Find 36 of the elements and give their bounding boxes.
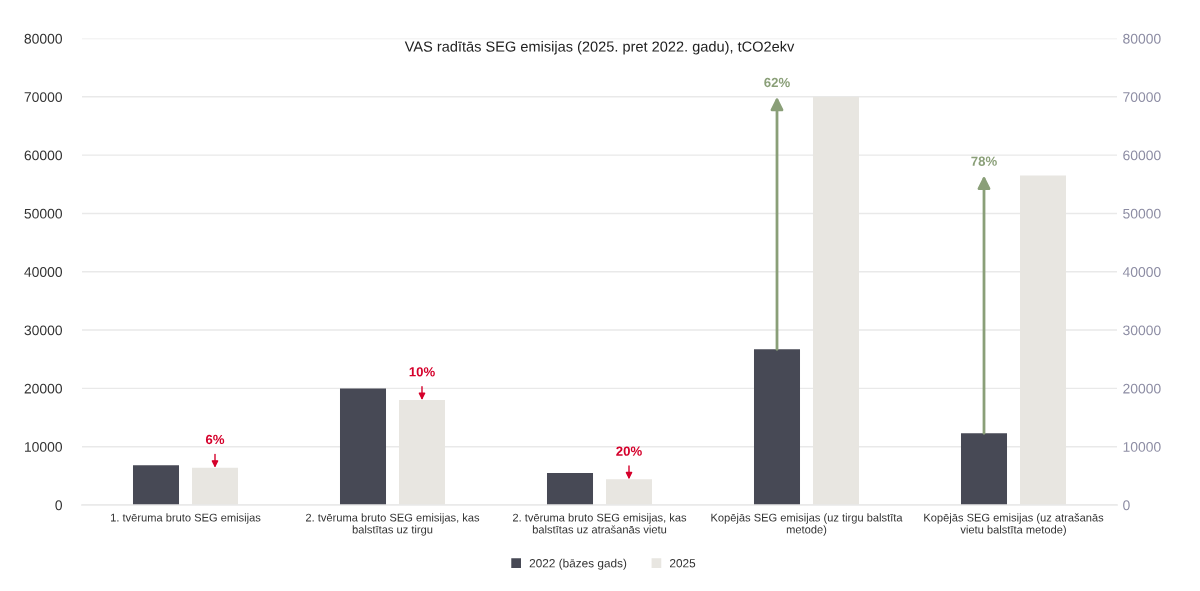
bar — [960, 433, 1008, 505]
y2-tick-label: 10000 — [1123, 442, 1161, 452]
bar — [339, 388, 387, 505]
annotation: 62% — [764, 77, 790, 88]
x-tick-label: 1. tvēruma bruto SEG emisijas — [111, 513, 261, 524]
y-tick-label: 40000 — [24, 267, 63, 277]
legend-label: 2022 (bāzes gads) — [529, 558, 627, 570]
y2-tick-label: 50000 — [1123, 208, 1161, 219]
x-tick-label: 2. tvēruma bruto SEG emisijas, kas balstītas uz tirgu — [305, 513, 480, 536]
x-tick-label: 2. tvēruma bruto SEG emisijas, kas balstītas uz atrašanās vietu — [512, 513, 687, 534]
y-tick-label: 30000 — [24, 325, 63, 336]
y-tick-label: 20000 — [24, 383, 63, 394]
chart-title: VAS radītās SEG emisijas (2025. pret 2022. gadu), tCO2ekv — [404, 40, 795, 55]
x-tick-label: Kopējās SEG emisijas (uz atrašanās vietu balstīta metode) — [924, 513, 1104, 536]
y-tick-label: 50000 — [24, 208, 63, 219]
annotation: 20% — [616, 446, 642, 456]
bar — [753, 349, 801, 505]
y2-tick-label: 30000 — [1123, 325, 1161, 336]
annotation: 10% — [409, 367, 435, 377]
bar — [546, 472, 594, 505]
y2-tick-label: 0 — [1123, 500, 1130, 511]
y2-tick-label: 80000 — [1123, 33, 1161, 44]
bar — [132, 465, 180, 505]
annotation: 6% — [205, 434, 225, 445]
x-tick-label: Kopējās SEG emisijas (uz tirgu balstīta metode) — [711, 513, 903, 536]
y-tick-label: 80000 — [24, 33, 63, 44]
y2-tick-label: 70000 — [1123, 92, 1161, 102]
y2-tick-label: 40000 — [1122, 267, 1161, 277]
legend-label: 2025 — [670, 559, 696, 568]
y-tick-label: 60000 — [24, 150, 63, 161]
y2-tick-label: 20000 — [1123, 383, 1161, 394]
y-tick-label: 10000 — [25, 442, 63, 452]
annotation: 78% — [971, 156, 997, 166]
y-tick-label: 0 — [55, 500, 63, 511]
y2-tick-label: 60000 — [1123, 150, 1161, 161]
y-tick-label: 70000 — [24, 92, 63, 102]
